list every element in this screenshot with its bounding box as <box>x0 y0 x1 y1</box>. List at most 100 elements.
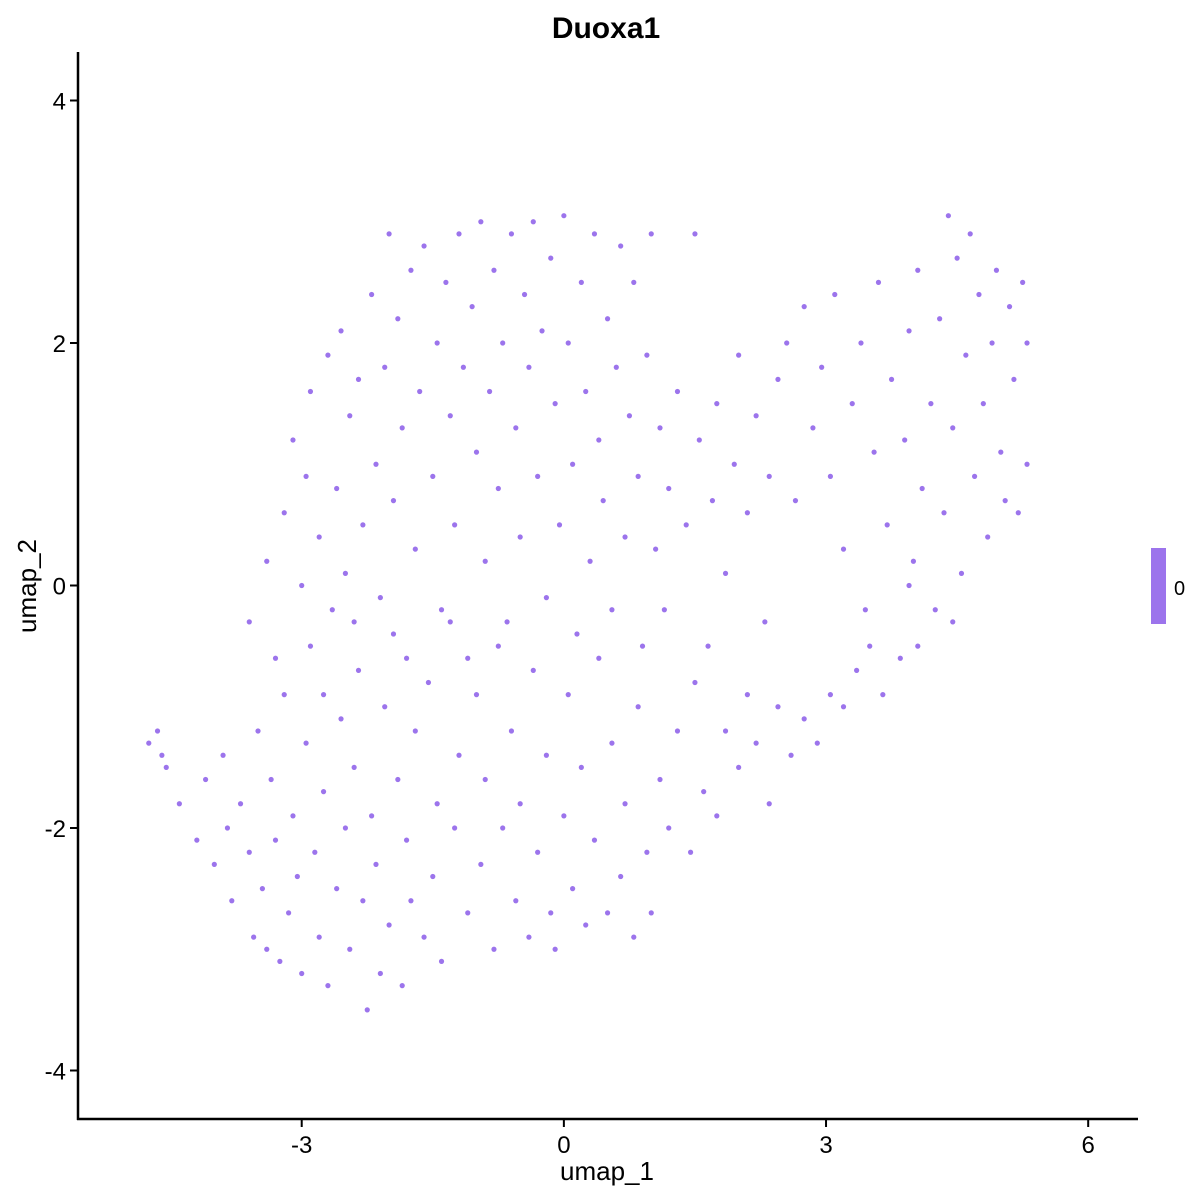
data-point <box>792 498 799 504</box>
data-point <box>591 837 598 843</box>
data-point <box>408 898 414 904</box>
data-point <box>666 485 672 492</box>
data-point <box>867 643 873 649</box>
chart-title: Duoxa1 <box>552 12 660 45</box>
data-point <box>950 425 956 431</box>
data-point <box>639 643 646 649</box>
data-point <box>888 376 895 382</box>
data-point <box>884 522 890 528</box>
data-point <box>299 582 305 589</box>
data-point <box>421 243 427 249</box>
data-point <box>469 304 475 310</box>
data-point <box>674 728 681 734</box>
data-point <box>259 886 265 892</box>
data-point <box>1020 279 1026 285</box>
data-point <box>320 692 327 698</box>
data-point <box>937 316 943 322</box>
data-point <box>334 485 340 492</box>
data-point <box>399 425 405 431</box>
data-point <box>609 607 615 613</box>
data-point <box>840 704 847 710</box>
data-point <box>486 388 493 395</box>
data-point <box>875 279 882 285</box>
data-point <box>950 619 956 625</box>
data-point <box>539 328 545 334</box>
data-point <box>832 291 838 298</box>
data-point <box>491 946 497 952</box>
data-point <box>1011 376 1017 382</box>
data-point <box>696 437 702 443</box>
data-point <box>971 473 978 479</box>
data-point <box>543 595 549 601</box>
data-point <box>517 801 523 807</box>
data-point <box>452 825 458 831</box>
data-point <box>762 619 768 625</box>
data-point <box>211 861 217 867</box>
data-point <box>578 764 584 770</box>
data-point <box>753 413 759 419</box>
data-point <box>146 740 152 746</box>
data-point <box>316 534 322 540</box>
data-point <box>819 364 825 370</box>
data-point <box>154 728 161 734</box>
data-point <box>744 510 750 516</box>
data-point <box>666 825 672 831</box>
legend-label: 0 <box>1174 578 1185 600</box>
data-point <box>347 413 353 419</box>
data-point <box>408 267 414 273</box>
data-point <box>456 752 462 758</box>
data-point <box>399 983 405 989</box>
data-point <box>500 825 506 831</box>
data-point <box>801 304 807 310</box>
data-point <box>246 619 252 625</box>
data-point <box>827 473 833 479</box>
data-point <box>338 716 344 722</box>
data-point <box>574 631 580 637</box>
data-point <box>478 219 484 225</box>
data-point <box>591 231 598 237</box>
data-point <box>495 643 501 649</box>
data-point <box>373 461 379 467</box>
data-point <box>814 740 820 746</box>
data-point <box>766 801 772 807</box>
data-point <box>596 437 602 443</box>
data-point <box>736 764 742 770</box>
data-point <box>504 619 510 625</box>
data-point <box>342 825 349 831</box>
data-point <box>561 813 567 819</box>
data-point <box>810 425 816 431</box>
data-point <box>604 910 611 916</box>
data-point <box>272 837 279 843</box>
data-point <box>281 692 287 698</box>
data-point <box>482 776 488 783</box>
data-point <box>163 764 169 770</box>
data-point <box>945 213 951 219</box>
data-point <box>334 886 340 892</box>
data-point <box>495 485 501 492</box>
data-point <box>382 364 388 370</box>
x-axis-title: umap_1 <box>560 1156 654 1186</box>
data-point <box>390 631 397 637</box>
data-point <box>919 485 925 492</box>
data-point <box>307 643 314 649</box>
data-point <box>456 231 462 237</box>
data-point <box>985 534 991 540</box>
data-point <box>932 607 938 613</box>
data-point <box>229 898 235 904</box>
data-point <box>609 740 615 746</box>
data-point <box>473 692 480 698</box>
data-point <box>478 861 484 867</box>
data-point <box>635 473 641 479</box>
data-point <box>980 401 986 407</box>
data-point <box>910 558 917 564</box>
data-point <box>858 340 864 346</box>
data-point <box>513 425 519 431</box>
data-point <box>224 825 231 831</box>
data-point <box>286 910 292 916</box>
data-point <box>963 352 969 358</box>
data-point <box>251 934 257 940</box>
data-point <box>447 413 453 419</box>
data-point <box>902 437 908 443</box>
data-point <box>635 704 641 710</box>
data-point <box>290 813 296 819</box>
